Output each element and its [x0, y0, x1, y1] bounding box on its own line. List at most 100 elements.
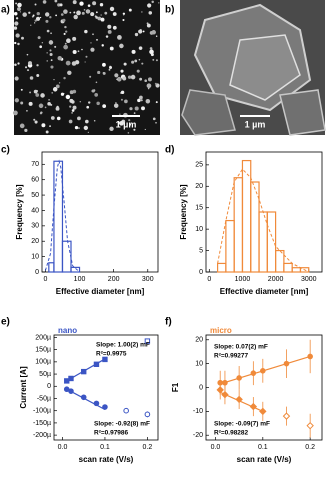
particle — [39, 16, 42, 19]
y-tick-label: 60 — [31, 177, 39, 184]
particle — [19, 123, 25, 129]
x-tick-label: 100 — [74, 276, 86, 283]
particle — [114, 73, 119, 78]
particle — [147, 87, 150, 90]
particle — [128, 119, 131, 122]
particle — [144, 79, 148, 83]
fit-note: Slope: 0.07(2) mF — [214, 344, 268, 351]
particle — [26, 110, 28, 112]
particle — [29, 76, 34, 80]
particle — [60, 92, 65, 96]
particle — [109, 46, 114, 51]
bar — [291, 267, 302, 273]
x-tick-label: 1000 — [235, 276, 251, 283]
point — [306, 421, 314, 430]
particle — [48, 98, 50, 101]
y-tick-label: -50µ — [37, 395, 51, 402]
panel-label: f) — [165, 317, 172, 328]
particle — [73, 14, 78, 20]
x-axis-label: Effective diameter [nm] — [56, 287, 145, 296]
particle — [22, 12, 27, 17]
fit-line — [66, 358, 106, 382]
particle — [85, 55, 88, 58]
x-tick-label: 0.0 — [211, 444, 221, 451]
annotation: nano — [58, 326, 77, 335]
particle — [151, 30, 156, 35]
plot-frame — [53, 334, 159, 441]
particle — [109, 6, 115, 12]
x-axis-label: Effective diameter [nm] — [220, 287, 309, 296]
particle — [42, 0, 47, 4]
particle — [148, 11, 152, 15]
particle — [45, 130, 49, 134]
particle — [115, 102, 117, 104]
particle — [14, 41, 17, 45]
y-tick-label: 200µ — [35, 334, 51, 341]
particle — [102, 104, 107, 108]
particle — [141, 11, 143, 13]
particle — [74, 125, 79, 130]
particle — [65, 60, 71, 66]
y-axis-label: Frequency [%] — [15, 184, 24, 239]
bar — [250, 181, 260, 273]
particle — [84, 29, 88, 34]
fit-line — [219, 391, 264, 412]
bar — [299, 267, 310, 273]
particle — [151, 0, 154, 4]
particle — [122, 19, 125, 22]
particle — [55, 106, 60, 111]
particle — [127, 132, 130, 134]
particle — [14, 21, 19, 26]
particle — [51, 92, 54, 94]
particle — [87, 4, 91, 7]
particle — [79, 100, 82, 103]
y-axis-label: F1 — [171, 382, 180, 392]
particle — [14, 63, 17, 67]
scale-label: 1 µm — [245, 119, 266, 129]
particle — [72, 49, 77, 55]
particle — [77, 116, 81, 121]
particle — [20, 101, 24, 105]
particle — [81, 48, 83, 51]
particle — [94, 93, 99, 97]
particle — [17, 42, 20, 46]
particle — [139, 77, 143, 81]
particle — [87, 131, 89, 134]
particle — [138, 46, 143, 50]
particle — [152, 58, 155, 61]
particle — [49, 125, 51, 128]
particle — [49, 52, 53, 56]
bar — [70, 266, 81, 273]
x-tick-label: 200 — [108, 276, 120, 283]
particle — [119, 43, 124, 49]
particle — [84, 61, 86, 63]
particle — [40, 93, 45, 98]
particle — [65, 30, 68, 33]
particle — [141, 106, 145, 111]
particle — [129, 123, 132, 126]
particle — [102, 71, 106, 75]
particle — [17, 62, 20, 65]
scale-label: 1 µm — [116, 119, 137, 129]
particle — [34, 19, 37, 22]
particle — [50, 32, 52, 35]
particle — [131, 49, 136, 54]
particle — [112, 25, 117, 30]
particle — [95, 11, 98, 14]
x-tick-label: 0.2 — [305, 444, 315, 451]
particle — [89, 75, 92, 78]
particle — [123, 14, 125, 16]
particle — [147, 3, 152, 8]
y-axis-label: Frequency [%] — [179, 184, 188, 239]
particle — [53, 78, 55, 81]
particle — [116, 78, 118, 81]
particle — [108, 68, 111, 71]
y-tick-label: -200µ — [33, 432, 51, 439]
particle — [26, 69, 30, 72]
point — [282, 412, 291, 420]
particle — [39, 45, 43, 49]
bar — [61, 240, 72, 273]
particle — [39, 112, 43, 115]
particle — [63, 44, 69, 50]
particle — [91, 89, 95, 93]
